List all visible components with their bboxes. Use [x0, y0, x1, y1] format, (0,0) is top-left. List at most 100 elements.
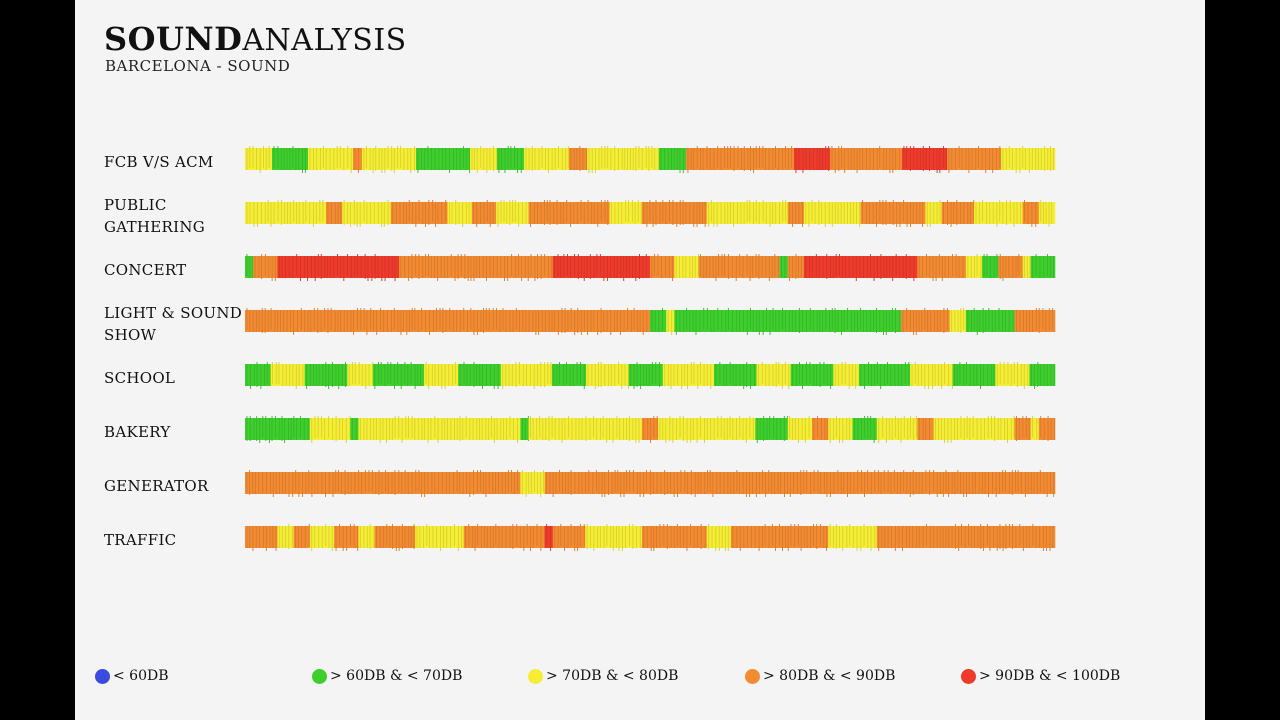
bar-texture-line: [296, 202, 297, 224]
bar-texture-line: [867, 526, 869, 548]
bar-texture-line: [501, 472, 503, 494]
bar-texture-line: [519, 526, 521, 548]
bar-texture-line: [506, 202, 508, 224]
bar-texture-line: [703, 364, 705, 386]
bar-texture-line: [427, 418, 429, 443]
bar-texture-line: [531, 146, 533, 171]
bar-texture-line: [845, 256, 847, 278]
bar-texture-line: [530, 202, 531, 227]
bar-texture-line: [1039, 256, 1041, 278]
bar-texture-line: [471, 148, 473, 170]
bar-texture-line: [643, 472, 645, 497]
bar-texture-line: [631, 200, 633, 222]
bar-texture-line: [800, 526, 802, 551]
bar-texture-line: [610, 148, 612, 170]
bar-texture-line: [632, 256, 633, 278]
bar-texture-line: [727, 308, 729, 330]
bar-texture-line: [639, 472, 641, 497]
bar-texture-line: [373, 526, 375, 548]
bar-texture-line: [278, 526, 280, 548]
bar-texture-line: [837, 470, 839, 492]
bar-texture-line: [489, 526, 491, 548]
bar-texture-line: [820, 524, 821, 546]
bar-texture-line: [519, 362, 521, 384]
bar-texture-line: [853, 148, 855, 170]
bar-texture-line: [400, 256, 402, 278]
bar-texture-line: [512, 310, 514, 332]
bar-texture-line: [758, 526, 760, 551]
bar-texture-line: [604, 200, 606, 222]
bar-texture-line: [355, 418, 357, 440]
bar-texture-line: [739, 310, 741, 332]
bar-texture-line: [460, 254, 462, 276]
bar-texture-line: [675, 310, 677, 335]
bar-texture-line: [692, 418, 694, 440]
bar-texture-line: [347, 146, 349, 168]
bar-texture-line: [418, 200, 420, 222]
bar-texture-line: [322, 200, 324, 222]
bar-texture-line: [593, 310, 595, 332]
bar-texture-line: [716, 472, 718, 494]
bar-texture-line: [847, 148, 849, 170]
bar-texture-line: [580, 200, 582, 222]
bar-texture-line: [709, 148, 711, 170]
bar-texture-line: [567, 526, 569, 548]
bar-texture-line: [973, 308, 975, 330]
bar-texture-line: [549, 472, 551, 494]
bar-texture-line: [548, 148, 549, 173]
bar-texture-line: [400, 146, 402, 168]
bar-texture-line: [617, 202, 619, 224]
bar-texture-line: [261, 254, 263, 279]
bar-texture-line: [338, 470, 339, 492]
bar-texture-line: [604, 146, 606, 168]
bar-texture-line: [556, 364, 558, 386]
bar-segment: [350, 418, 359, 440]
bar-texture-line: [849, 418, 850, 440]
bar-segment: [910, 364, 953, 386]
legend-label: > 80DB & < 90DB: [763, 668, 896, 684]
bar-texture-line: [648, 364, 650, 386]
bar-texture-line: [924, 364, 926, 389]
bar-texture-line: [417, 418, 419, 440]
bar-texture-line: [829, 418, 831, 443]
bar-segment: [901, 310, 950, 332]
bar-texture-line: [689, 310, 691, 332]
bar-texture-line: [381, 148, 383, 173]
bar-texture-line: [1026, 310, 1027, 332]
bar-texture-line: [350, 524, 351, 546]
bar-texture-line: [455, 200, 457, 225]
bar-texture-line: [889, 202, 891, 224]
bar-texture-line: [607, 256, 609, 281]
bar-texture-line: [746, 362, 748, 387]
bar-texture-line: [408, 310, 410, 332]
bar-texture-line: [918, 256, 920, 278]
bar-texture-line: [585, 472, 587, 494]
bar-texture-line: [918, 310, 920, 332]
bar-texture-line: [1040, 416, 1042, 438]
bar-texture-line: [387, 362, 389, 384]
bar-texture-line: [434, 148, 436, 170]
bar-texture-line: [373, 202, 375, 224]
bar-texture-line: [343, 310, 345, 332]
bar-texture-line: [728, 254, 730, 279]
bar-texture-line: [546, 472, 548, 494]
bar-texture-line: [970, 256, 972, 278]
bar-texture-line: [281, 416, 283, 441]
bar-texture-line: [911, 364, 913, 386]
bar-texture-line: [364, 470, 366, 492]
bar-texture-line: [581, 256, 582, 278]
bar-texture-line: [882, 200, 884, 225]
bar-texture-line: [503, 418, 505, 440]
bar-texture-line: [327, 202, 329, 224]
bar-texture-line: [597, 526, 599, 548]
bar-texture-line: [1046, 254, 1048, 276]
bar-texture-line: [804, 418, 806, 443]
bar-texture-line: [813, 364, 815, 386]
bar-texture-line: [710, 418, 712, 440]
bar-texture-line: [603, 310, 605, 332]
bar-texture-line: [616, 256, 618, 278]
bar-texture-line: [308, 470, 310, 492]
bar-texture-line: [985, 148, 987, 173]
bar-texture-line: [436, 526, 438, 548]
bar-texture-line: [813, 148, 814, 170]
